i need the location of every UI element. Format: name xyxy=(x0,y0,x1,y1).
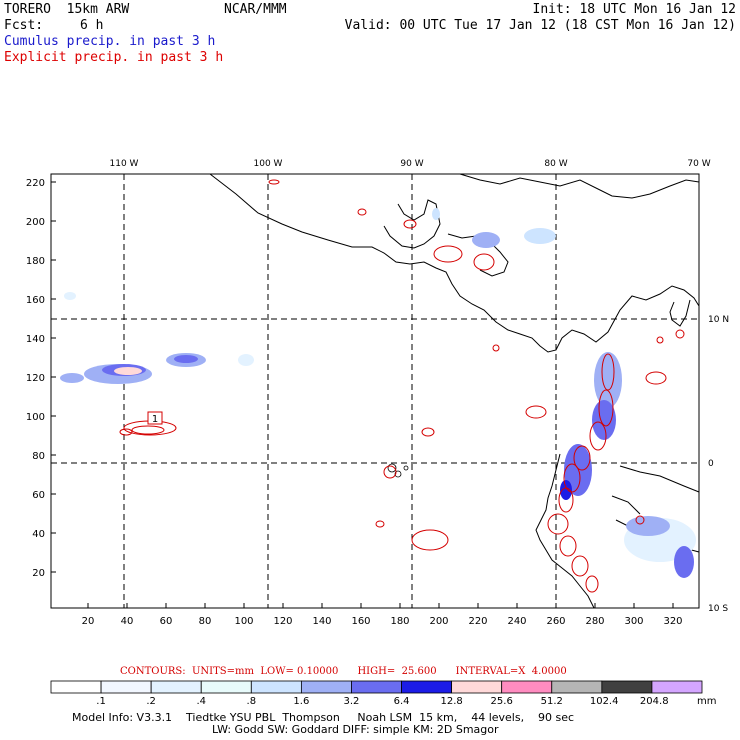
colorbar-swatch xyxy=(601,680,653,694)
model-info-line-2: LW: Godd SW: Goddard DIFF: simple KM: 2D… xyxy=(212,723,499,736)
contour-info: CONTOURS: UNITS=mm LOW= 0.10000 HIGH= 25… xyxy=(120,666,567,677)
fcst-value: 6 h xyxy=(80,18,104,33)
colorbar-swatch xyxy=(200,680,252,694)
colorbar xyxy=(50,680,703,694)
lat-label: 10 N xyxy=(708,315,729,325)
explicit-precip-contours xyxy=(119,179,685,593)
x-tick-label: 40 xyxy=(121,616,134,627)
colorbar-swatch xyxy=(451,680,503,694)
x-tick-label: 20 xyxy=(82,616,95,627)
y-tick-labels: 220 200 180 160 140 120 100 80 60 40 20 xyxy=(26,178,45,579)
colorbar-swatch xyxy=(501,680,553,694)
y-tick-label: 160 xyxy=(26,295,45,306)
colorbar-label: 3.2 xyxy=(343,696,360,707)
colorbar-label: 51.2 xyxy=(540,696,563,707)
model-title: TORERO 15km ARW xyxy=(4,2,130,17)
colorbar-swatch xyxy=(250,680,302,694)
x-tick-label: 180 xyxy=(390,616,409,627)
x-tick-labels: 20 40 60 80 100 120 140 160 180 200 220 240 260 280 30… xyxy=(82,616,683,627)
y-tick-label: 220 xyxy=(26,178,45,189)
colorbar-label: 204.8 xyxy=(639,696,669,707)
colorbar-label: 102.4 xyxy=(589,696,619,707)
x-tick-label: 220 xyxy=(468,616,487,627)
colorbar-swatch xyxy=(300,680,352,694)
colorbar-label: .1 xyxy=(96,696,106,707)
y-tick-label: 200 xyxy=(26,217,45,228)
valid-time: Valid: 00 UTC Tue 17 Jan 12 (18 CST Mon … xyxy=(344,18,736,33)
y-tick-label: 120 xyxy=(26,373,45,384)
lon-label: 100 W xyxy=(254,159,283,169)
colorbar-label: 25.6 xyxy=(490,696,513,707)
field-explicit-label: Explicit precip. in past 3 h xyxy=(4,50,224,65)
lon-label: 110 W xyxy=(110,159,139,169)
y-tick-label: 40 xyxy=(32,529,45,540)
colorbar-label: 1.6 xyxy=(293,696,310,707)
x-tick-label: 300 xyxy=(624,616,643,627)
x-tick-label: 80 xyxy=(199,616,212,627)
y-tick-label: 180 xyxy=(26,256,45,267)
x-tick-label: 120 xyxy=(273,616,292,627)
x-tick-label: 160 xyxy=(351,616,370,627)
colorbar-label: .2 xyxy=(146,696,156,707)
map-frame xyxy=(50,173,700,609)
y-tick-label: 20 xyxy=(32,568,45,579)
colorbar-label: .8 xyxy=(246,696,257,707)
x-tick-label: 60 xyxy=(160,616,173,627)
lat-label: 0 xyxy=(708,459,714,469)
galapagos-islands xyxy=(387,463,409,478)
x-tick-label: 100 xyxy=(234,616,253,627)
y-tick-label: 100 xyxy=(26,412,45,423)
fcst-label: Fcst: xyxy=(4,18,44,33)
y-tick-label: 140 xyxy=(26,334,45,345)
colorbar-swatch xyxy=(401,680,453,694)
colorbar-swatch xyxy=(100,680,152,694)
x-tick-label: 320 xyxy=(663,616,682,627)
model-info-line-1: Model Info: V3.3.1 Tiedtke YSU PBL Thomp… xyxy=(72,711,575,724)
field-cumulus-label: Cumulus precip. in past 3 h xyxy=(4,34,216,49)
colorbar-swatch xyxy=(551,680,603,694)
x-tick-label: 200 xyxy=(429,616,448,627)
lon-label: 90 W xyxy=(400,159,423,169)
institution: NCAR/MMM xyxy=(224,2,287,17)
colorbar-swatch xyxy=(150,680,202,694)
colorbar-swatch xyxy=(50,680,102,694)
lat-label: 10 S xyxy=(708,604,728,614)
init-time: Init: 18 UTC Mon 16 Jan 12 xyxy=(532,2,737,17)
colorbar-unit: mm xyxy=(697,696,717,707)
lon-label: 70 W xyxy=(687,159,710,169)
x-tick-label: 260 xyxy=(546,616,565,627)
lon-labels: 110 W 100 W 90 W 80 W 70 W xyxy=(110,159,711,169)
x-tick-label: 280 xyxy=(585,616,604,627)
colorbar-swatch xyxy=(351,680,402,694)
x-tick-label: 240 xyxy=(507,616,526,627)
lon-label: 80 W xyxy=(544,159,567,169)
cumulus-precip-shading xyxy=(60,208,696,578)
colorbar-label: .4 xyxy=(196,696,206,707)
colorbar-swatch xyxy=(651,680,703,694)
lat-labels: 10 N 0 10 S xyxy=(708,315,729,614)
colorbar-label: 6.4 xyxy=(393,696,410,707)
y-tick-label: 60 xyxy=(32,490,45,501)
x-tick-label: 140 xyxy=(312,616,331,627)
colorbar-label: 12.8 xyxy=(440,696,463,707)
axis-ticks xyxy=(51,181,674,608)
contour-label-box xyxy=(147,411,163,425)
y-tick-label: 80 xyxy=(32,451,45,462)
contour-label: 1 xyxy=(152,414,158,425)
